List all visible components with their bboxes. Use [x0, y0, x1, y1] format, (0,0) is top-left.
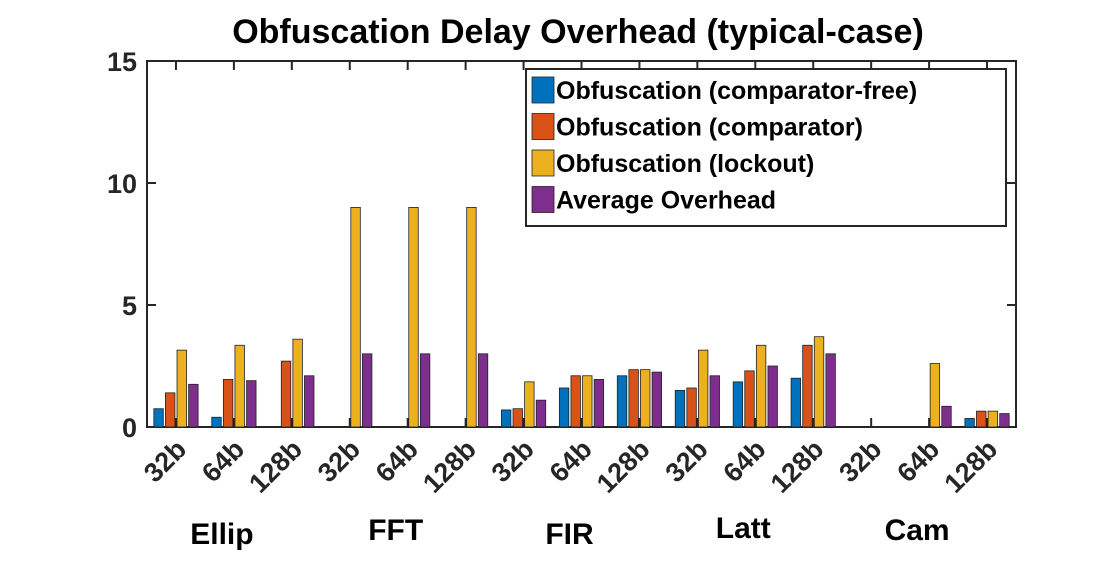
bar-series-1-cat-7 [570, 375, 581, 428]
bar-series-3-cat-11 [825, 353, 836, 428]
bar-series-1-cat-0 [165, 392, 176, 428]
x-tick-label: 128b [765, 434, 830, 499]
bar-series-2-cat-0 [176, 349, 187, 428]
bar-series-1-cat-10 [744, 370, 755, 428]
legend-label: Obfuscation (comparator) [556, 114, 863, 142]
group-label: Ellip [190, 518, 253, 551]
group-label: Latt [716, 512, 771, 545]
bar-series-1-cat-2 [280, 360, 292, 428]
group-label: FIR [545, 518, 594, 551]
legend-swatch [531, 186, 555, 213]
bar-series-2-cat-13 [929, 363, 941, 428]
bar-series-3-cat-2 [304, 375, 315, 428]
x-tick-label: 32b [486, 434, 540, 488]
bar-series-3-cat-9 [709, 375, 720, 428]
bar-series-0-cat-1 [211, 416, 222, 428]
legend-label: Obfuscation (comparator-free) [556, 77, 917, 105]
bar-series-0-cat-7 [558, 387, 570, 428]
bar-series-0-cat-11 [790, 377, 801, 428]
x-tick-label: 128b [591, 434, 656, 499]
x-tick-label: 32b [312, 434, 366, 488]
bar-series-2-cat-6 [524, 381, 535, 428]
bars-layer [153, 206, 1010, 428]
bar-series-1-cat-14 [976, 410, 987, 428]
bar-series-3-cat-6 [535, 399, 547, 428]
bar-series-2-cat-9 [698, 349, 709, 428]
bar-series-3-cat-3 [362, 353, 373, 428]
y-tick-label: 10 [107, 169, 137, 199]
bar-series-1-cat-11 [802, 344, 813, 428]
x-tick-label: 64b [717, 434, 771, 488]
bar-series-0-cat-6 [501, 409, 512, 428]
bar-series-3-cat-1 [246, 380, 257, 428]
bar-series-0-cat-14 [964, 418, 975, 428]
bar-series-0-cat-0 [153, 408, 164, 428]
group-label: FFT [368, 514, 423, 547]
bar-series-2-cat-10 [755, 344, 767, 428]
bar-series-2-cat-8 [640, 369, 651, 428]
bar-series-3-cat-13 [941, 405, 952, 428]
bar-series-2-cat-2 [292, 338, 303, 428]
legend-label: Average Overhead [556, 187, 776, 215]
group-label: Cam [885, 514, 950, 547]
bar-series-0-cat-8 [616, 375, 628, 428]
bar-series-3-cat-8 [651, 371, 662, 428]
bar-series-3-cat-0 [188, 383, 199, 428]
bar-series-2-cat-5 [466, 206, 477, 428]
x-tick-label: 64b [370, 434, 424, 488]
legend-box [525, 68, 1007, 227]
x-tick-label: 128b [417, 434, 482, 499]
x-tick-label: 32b [659, 434, 713, 488]
legend-swatch [531, 149, 555, 177]
legend-swatch [531, 76, 555, 104]
bar-series-1-cat-1 [222, 379, 234, 428]
x-tick-label: 64b [544, 434, 598, 488]
bar-series-2-cat-7 [582, 375, 593, 428]
legend-swatch [531, 113, 555, 140]
bar-series-2-cat-1 [234, 344, 245, 428]
bar-series-2-cat-11 [813, 336, 825, 428]
bar-series-1-cat-8 [628, 369, 639, 428]
group-labels: Ellip FFT FIR Latt Cam [190, 512, 949, 551]
bar-series-3-cat-14 [999, 413, 1010, 428]
chart-title: Obfuscation Delay Overhead (typical-case… [232, 13, 924, 51]
bar-series-0-cat-9 [674, 389, 686, 428]
bar-series-0-cat-10 [732, 381, 744, 428]
y-tick-label: 15 [107, 47, 137, 77]
bar-series-3-cat-4 [419, 353, 431, 428]
x-tick-label: 64b [196, 434, 250, 488]
bar-series-2-cat-4 [408, 206, 419, 428]
legend-label: Obfuscation (lockout) [556, 150, 814, 178]
bar-series-1-cat-9 [686, 387, 697, 428]
x-tick-label: 128b [243, 434, 308, 499]
bar-series-2-cat-3 [350, 206, 361, 428]
bar-series-2-cat-14 [987, 410, 998, 428]
y-tick-label: 5 [122, 291, 137, 321]
y-tick-label: 0 [122, 413, 137, 443]
bar-series-3-cat-10 [767, 365, 778, 428]
bar-series-3-cat-5 [477, 353, 489, 428]
bar-series-1-cat-6 [512, 408, 523, 428]
x-tick-label: 64b [891, 434, 945, 488]
bar-series-3-cat-7 [593, 379, 605, 428]
legend: Obfuscation (comparator-free) Obfuscation… [525, 68, 1007, 227]
x-tick-label: 128b [939, 434, 1004, 499]
x-tick-label: 32b [833, 434, 887, 488]
x-tick-label: 32b [138, 434, 192, 488]
